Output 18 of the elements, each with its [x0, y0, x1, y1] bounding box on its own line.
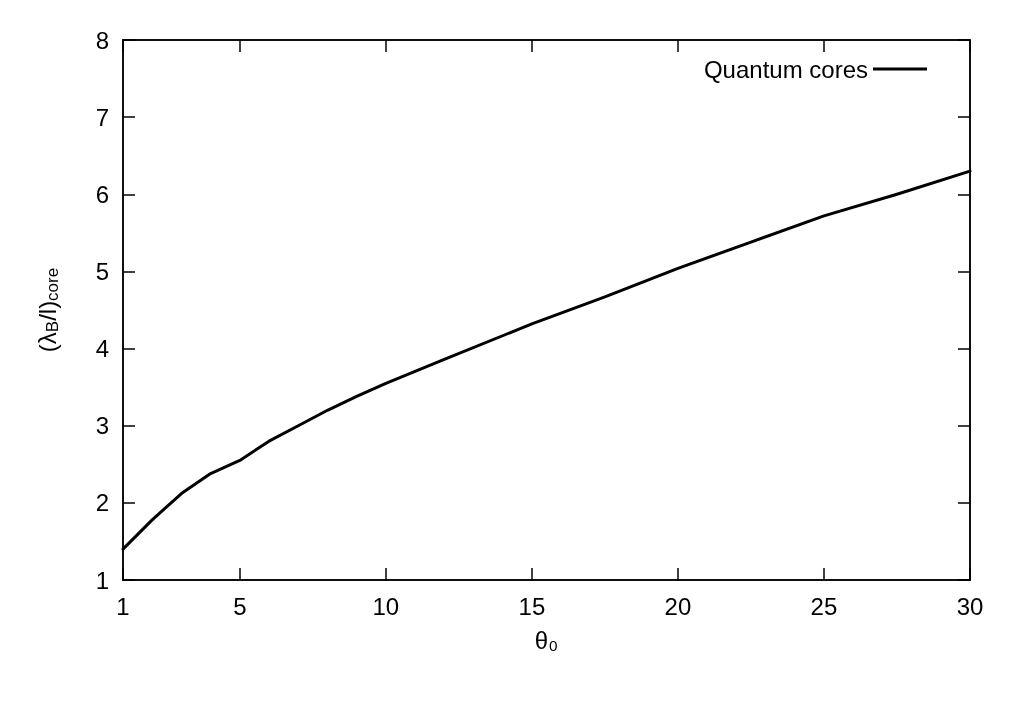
y-tick-label: 7: [95, 103, 109, 131]
y-tick-label: 8: [95, 26, 109, 54]
x-tick-label: 1: [116, 592, 130, 620]
x-tick-label: 5: [233, 592, 247, 620]
y-tick-label: 4: [95, 335, 109, 363]
x-tick-label: 10: [372, 592, 400, 620]
x-tick-label: 15: [518, 592, 546, 620]
y-tick-label: 6: [95, 180, 109, 208]
x-tick-label: 30: [956, 592, 984, 620]
y-tick-label: 5: [95, 257, 109, 285]
y-axis-title: (λB/l)core: [34, 267, 62, 353]
y-tick-label: 2: [95, 489, 109, 517]
y-tick-label: 1: [95, 566, 109, 594]
x-axis-title: θ₀: [534, 626, 559, 654]
legend-label: Quantum cores: [703, 55, 868, 83]
x-tick-label: 25: [810, 592, 838, 620]
x-tick-label: 20: [664, 592, 692, 620]
y-tick-label: 3: [95, 412, 109, 440]
